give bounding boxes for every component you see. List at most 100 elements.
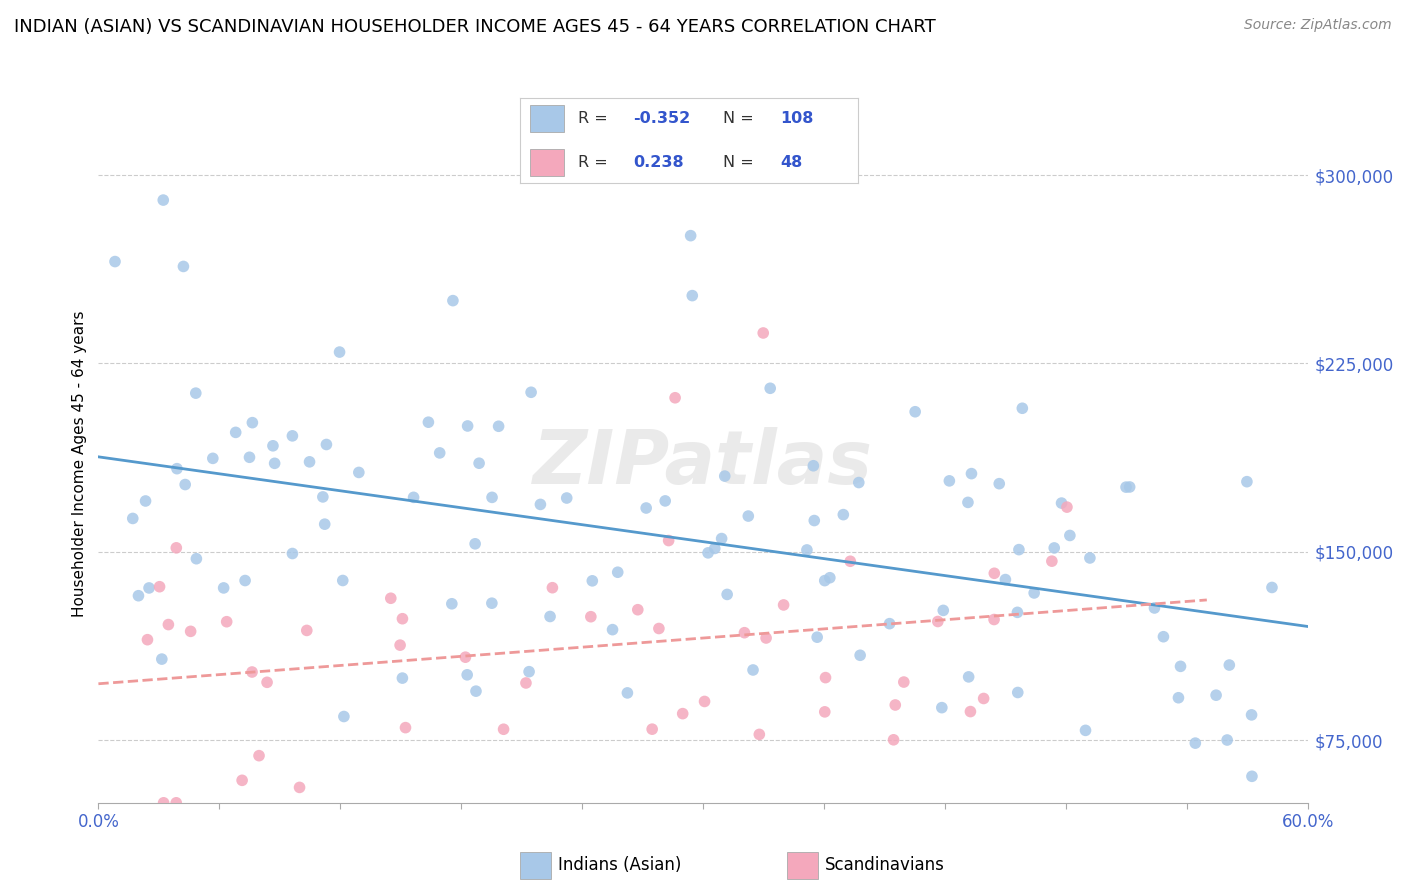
Point: [772, 598, 794, 612]
Point: [713, 469, 735, 483]
Point: [994, 573, 1017, 587]
Point: [157, 617, 180, 632]
Point: [988, 476, 1011, 491]
Point: [315, 437, 337, 451]
Point: [716, 587, 738, 601]
Point: [104, 254, 127, 268]
Point: [233, 574, 256, 588]
Point: [1115, 480, 1137, 494]
Point: [121, 511, 143, 525]
Point: [441, 293, 464, 308]
Point: [127, 589, 149, 603]
Point: [394, 721, 416, 735]
Point: [983, 613, 1005, 627]
Point: [1184, 736, 1206, 750]
Point: [402, 491, 425, 505]
Point: [215, 615, 238, 629]
Point: [616, 686, 638, 700]
Text: R =: R =: [578, 111, 613, 126]
Point: [803, 458, 825, 473]
Point: [814, 671, 837, 685]
Point: [225, 425, 247, 440]
Point: [1056, 500, 1078, 515]
Point: [581, 574, 603, 588]
Point: [281, 429, 304, 443]
Point: [1011, 401, 1033, 416]
Point: [148, 580, 170, 594]
Point: [492, 723, 515, 737]
Point: [697, 546, 720, 560]
Point: [184, 386, 207, 401]
Point: [298, 455, 321, 469]
Point: [627, 603, 650, 617]
Point: [152, 193, 174, 207]
Point: [1218, 658, 1240, 673]
Point: [679, 228, 702, 243]
Point: [883, 732, 905, 747]
Point: [166, 461, 188, 475]
Point: [938, 474, 960, 488]
Text: R =: R =: [578, 155, 617, 170]
Point: [904, 405, 927, 419]
Point: [165, 541, 187, 555]
Point: [1216, 733, 1239, 747]
Point: [959, 705, 981, 719]
FancyBboxPatch shape: [530, 149, 564, 176]
Point: [832, 508, 855, 522]
Y-axis label: Householder Income Ages 45 - 64 years: Householder Income Ages 45 - 64 years: [72, 310, 87, 617]
Point: [1074, 723, 1097, 738]
Text: 48: 48: [780, 155, 803, 170]
Point: [693, 694, 716, 708]
Point: [806, 630, 828, 644]
Point: [347, 466, 370, 480]
Point: [759, 381, 782, 395]
Point: [733, 625, 755, 640]
Point: [932, 603, 955, 617]
Point: [1008, 542, 1031, 557]
Point: [135, 494, 157, 508]
Point: [457, 419, 479, 434]
Point: [391, 612, 413, 626]
Point: [256, 675, 278, 690]
Point: [1261, 581, 1284, 595]
Point: [893, 675, 915, 690]
Point: [172, 260, 194, 274]
Point: [201, 451, 224, 466]
Point: [1167, 690, 1189, 705]
Point: [1007, 605, 1029, 619]
Point: [1078, 551, 1101, 566]
Point: [742, 663, 765, 677]
Point: [468, 456, 491, 470]
Point: [555, 491, 578, 505]
Point: [238, 450, 260, 465]
Point: [1240, 707, 1263, 722]
Point: [737, 509, 759, 524]
Point: [956, 495, 979, 509]
Point: [602, 623, 624, 637]
Point: [328, 345, 350, 359]
Point: [295, 624, 318, 638]
Text: ZIPatlas: ZIPatlas: [533, 427, 873, 500]
Point: [973, 691, 995, 706]
Point: [755, 631, 778, 645]
Point: [165, 796, 187, 810]
Point: [636, 501, 658, 516]
Point: [138, 581, 160, 595]
Point: [752, 326, 775, 340]
Point: [654, 494, 676, 508]
Point: [515, 676, 537, 690]
Point: [389, 638, 412, 652]
Point: [1040, 554, 1063, 568]
Text: N =: N =: [723, 111, 759, 126]
Point: [262, 439, 284, 453]
FancyBboxPatch shape: [530, 105, 564, 132]
Point: [429, 446, 451, 460]
Point: [541, 581, 564, 595]
Point: [288, 780, 311, 795]
Point: [927, 615, 949, 629]
Text: -0.352: -0.352: [633, 111, 690, 126]
Point: [312, 490, 335, 504]
Point: [520, 385, 543, 400]
Point: [240, 416, 263, 430]
Point: [150, 652, 173, 666]
